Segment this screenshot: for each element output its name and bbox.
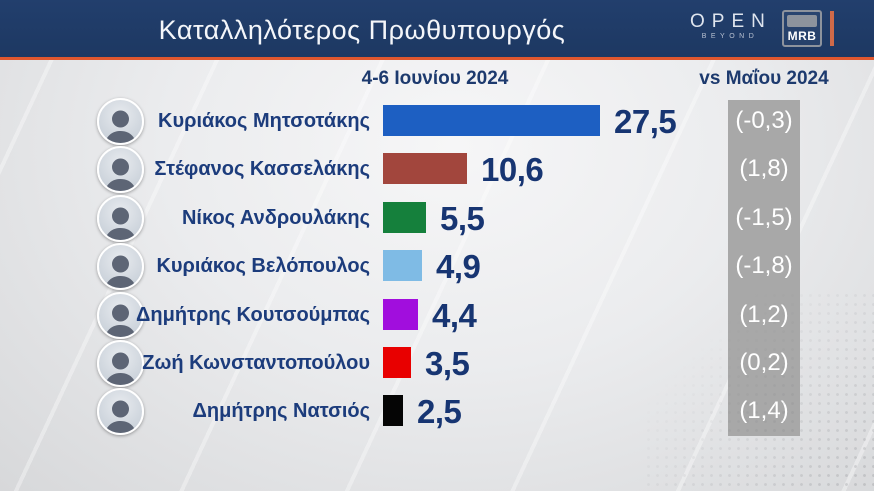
person-silhouette-icon (104, 352, 137, 385)
change-value: (0,2) (739, 349, 789, 376)
candidate-row: Νίκος Ανδρουλάκης 5,5 (-1,5) (0, 194, 874, 242)
result-value: 3,5 (425, 345, 470, 382)
result-bar (383, 347, 411, 378)
mrb-logo-text: MRB (787, 29, 817, 43)
candidate-row: Ζωή Κωνσταντοπούλου 3,5 (0,2) (0, 339, 874, 387)
result-bar (383, 153, 467, 184)
candidate-name: Κυριάκος Μητσοτάκης (158, 110, 370, 132)
result-bar (383, 395, 403, 426)
comparison-period-label: vs Μαΐου 2024 (699, 68, 829, 89)
person-silhouette-icon (104, 207, 137, 240)
candidate-name: Δημήτρης Νατσιός (192, 400, 370, 422)
change-value: (1,2) (739, 301, 789, 328)
orange-divider (0, 57, 874, 60)
result-value: 4,4 (432, 297, 477, 334)
result-value: 2,5 (417, 393, 462, 430)
candidate-row: Κυριάκος Βελόπουλος 4,9 (-1,8) (0, 242, 874, 290)
page-title: Καταλληλότερος Πρωθυπουργός (158, 15, 566, 45)
result-value: 4,9 (436, 248, 481, 285)
candidate-row: Δημήτρης Νατσιός 2,5 (1,4) (0, 387, 874, 435)
candidate-row: Δημήτρης Κουτσούμπας 4,4 (1,2) (0, 291, 874, 339)
change-value: (-1,8) (735, 252, 793, 279)
result-value: 5,5 (440, 200, 485, 237)
candidate-photo (97, 243, 144, 290)
candidate-photo (97, 98, 144, 145)
candidate-photo (97, 195, 144, 242)
candidate-name: Στέφανος Κασσελάκης (154, 158, 370, 180)
change-value: (1,4) (739, 397, 789, 424)
candidate-name: Κυριάκος Βελόπουλος (156, 255, 370, 277)
person-silhouette-icon (104, 110, 137, 143)
result-bar (383, 105, 600, 136)
result-bar (383, 299, 418, 330)
person-silhouette-icon (104, 255, 137, 288)
candidate-photo (97, 340, 144, 387)
candidate-name: Δημήτρης Κουτσούμπας (136, 304, 370, 326)
candidate-photo (97, 146, 144, 193)
candidate-row: Στέφανος Κασσελάκης 10,6 (1,8) (0, 145, 874, 193)
person-silhouette-icon (104, 158, 137, 191)
candidate-photo (97, 388, 144, 435)
header-bar: Καταλληλότερος Πρωθυπουργός OPEN BEYOND … (0, 0, 874, 57)
candidate-name: Ζωή Κωνσταντοπούλου (142, 352, 370, 374)
orange-accent-bar (830, 11, 834, 46)
candidate-name: Νίκος Ανδρουλάκης (181, 207, 370, 229)
change-column-background (728, 100, 800, 436)
open-tv-logo: OPEN BEYOND (690, 12, 770, 42)
open-logo-text: OPEN (690, 11, 772, 32)
person-silhouette-icon (104, 304, 137, 337)
result-bar (383, 202, 426, 233)
survey-period-label: 4-6 Ιουνίου 2024 (361, 68, 509, 89)
change-value: (-0,3) (735, 107, 793, 134)
person-silhouette-icon (104, 400, 137, 433)
mrb-logo: MRB (782, 10, 822, 47)
result-bar (383, 250, 422, 281)
candidate-photo (97, 292, 144, 339)
candidate-row: Κυριάκος Μητσοτάκης 27,5 (-0,3) (0, 97, 874, 145)
beyond-logo-text: BEYOND (701, 33, 759, 40)
change-value: (-1,5) (735, 204, 793, 231)
result-value: 10,6 (481, 151, 544, 188)
mrb-logo-mark (787, 15, 817, 27)
result-value: 27,5 (614, 103, 677, 140)
change-value: (1,8) (739, 155, 789, 182)
